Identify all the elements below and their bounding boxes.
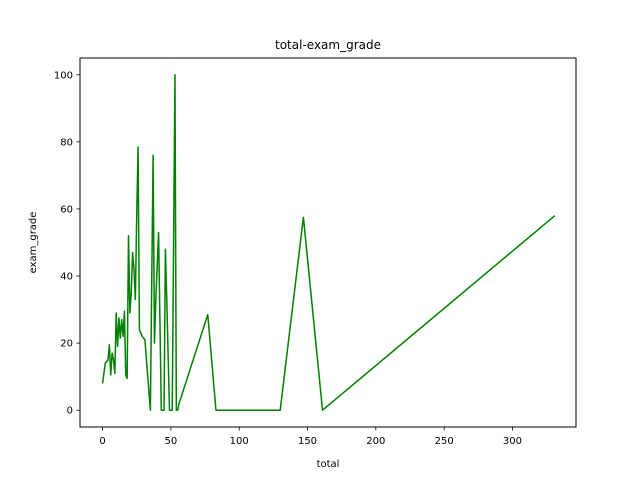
x-tick-label: 100: [230, 436, 249, 447]
y-tick-label: 20: [60, 339, 73, 350]
y-tick-label: 40: [60, 272, 73, 283]
axes-frame: [79, 57, 577, 428]
y-axis-label: exam_grade: [28, 212, 39, 274]
chart-title: total-exam_grade: [275, 38, 381, 52]
y-tick-label: 60: [60, 204, 73, 215]
x-tick-label: 0: [99, 436, 105, 447]
x-tick-label: 50: [164, 436, 177, 447]
x-tick-label: 300: [503, 436, 522, 447]
x-tick-label: 200: [366, 436, 385, 447]
y-tick-label: 0: [67, 406, 73, 417]
series-line-0: [101, 74, 556, 411]
y-tick-label: 100: [54, 70, 73, 81]
y-tick-label: 80: [60, 137, 73, 148]
x-tick-label: 150: [298, 436, 317, 447]
x-axis: 0 50 100 150 200 250 300: [99, 427, 522, 447]
x-axis-label: total: [317, 459, 340, 470]
y-axis: 0 20 40 60 80 100: [54, 70, 80, 417]
plot-area: [101, 74, 556, 411]
x-tick-label: 250: [435, 436, 454, 447]
